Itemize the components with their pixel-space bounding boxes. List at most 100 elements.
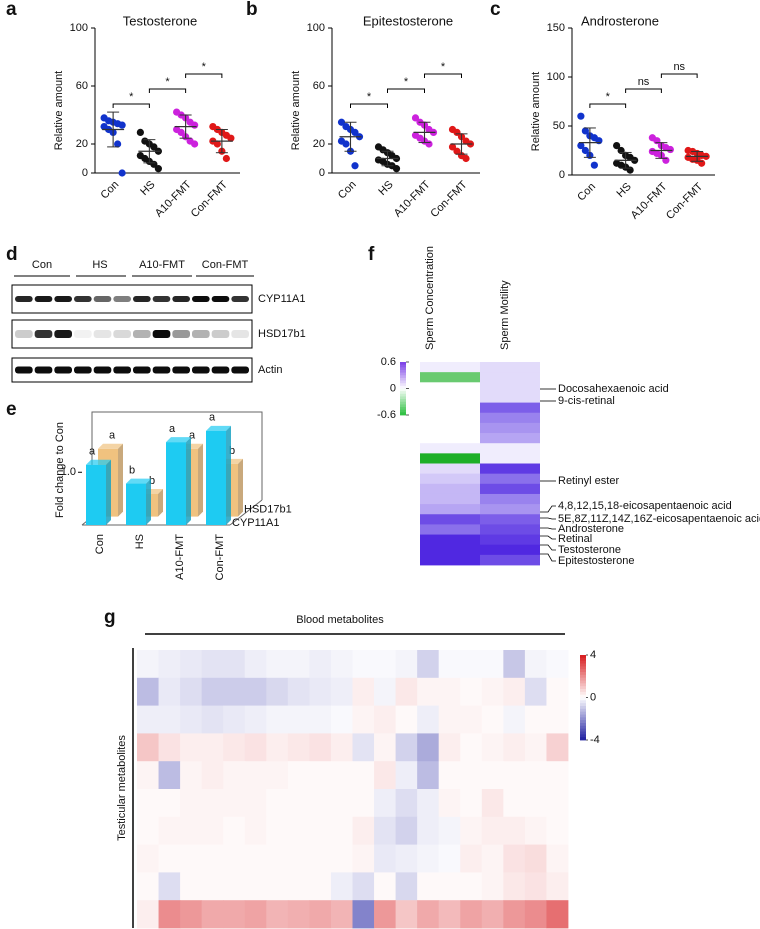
data-point — [392, 165, 401, 173]
heatmap-cell — [223, 872, 246, 901]
heatmap-cell — [417, 650, 440, 679]
annotation-leader — [540, 505, 556, 513]
data-point — [177, 128, 185, 136]
panel-label: g — [104, 607, 116, 628]
blot-band — [15, 366, 33, 374]
colorbar-cell — [400, 385, 406, 389]
data-point — [448, 143, 457, 151]
data-point — [351, 162, 359, 170]
colorbar-cell — [580, 723, 586, 727]
chart-title: Epitestosterone — [363, 13, 453, 28]
heatmap-cell — [374, 650, 396, 679]
heatmap-cell — [137, 761, 159, 790]
heatmap-cell — [460, 900, 483, 929]
heatmap-cell — [524, 844, 547, 873]
heatmap-cell — [524, 733, 547, 762]
heatmap-cell — [223, 677, 246, 706]
bar-side — [226, 425, 231, 525]
heatmap-cell — [352, 650, 375, 679]
heatmap-cell — [137, 705, 159, 734]
x-tick-label: A10-FMT — [629, 180, 670, 221]
data-point — [118, 121, 126, 129]
heatmap-cell — [352, 677, 375, 706]
y-tick-label: 0 — [82, 167, 88, 179]
heatmap-cell — [374, 733, 396, 762]
colorbar-cell — [580, 672, 586, 676]
data-point — [227, 134, 235, 142]
data-point — [191, 121, 199, 129]
colorbar-cell — [400, 393, 406, 397]
heatmap-cell — [480, 473, 540, 485]
heatmap-cell — [417, 705, 440, 734]
heatmap-cell — [244, 761, 267, 790]
panel-label: c — [490, 0, 501, 20]
heatmap-cell — [266, 816, 289, 845]
blot-band — [93, 366, 112, 374]
heatmap-cell — [330, 872, 353, 901]
colorbar-cell — [580, 666, 586, 670]
heatmap-cell — [460, 872, 483, 901]
heatmap-cell — [244, 705, 267, 734]
y-tick-label: 0 — [319, 167, 325, 179]
row-annotation: 4,8,12,15,18-eicosapentaenoic acid — [558, 500, 732, 512]
data-point — [453, 147, 461, 155]
heatmap-cell — [374, 844, 396, 873]
heatmap-cell — [480, 402, 540, 414]
row-annotation: Testosterone — [558, 544, 621, 556]
y-tick-label: 20 — [313, 138, 325, 150]
row-annotation: Androsterone — [558, 523, 624, 535]
significance-bracket — [589, 103, 627, 108]
heatmap-cell — [481, 761, 504, 790]
heatmap-cell — [374, 816, 396, 845]
bar-top — [98, 443, 123, 449]
heatmap-cell — [137, 650, 159, 679]
panel-label: e — [6, 399, 17, 420]
heatmap-cell — [158, 816, 181, 845]
data-point — [411, 114, 420, 122]
x-tick-label: HS — [134, 534, 146, 549]
heatmap-cell — [330, 705, 353, 734]
heatmap-cell — [374, 789, 396, 818]
y-tick-label: 100 — [307, 22, 325, 34]
row-annotation: Docosahexaenoic acid — [558, 383, 669, 395]
heatmap-cell — [524, 705, 547, 734]
colorbar-cell — [400, 407, 406, 411]
heatmap-cell — [480, 412, 540, 424]
data-point — [626, 166, 634, 174]
data-point — [351, 128, 359, 136]
bar-side — [238, 458, 243, 517]
annotation-leader — [540, 553, 556, 562]
data-point — [114, 140, 122, 148]
heatmap-cell — [201, 872, 224, 901]
heatmap-cell — [244, 677, 267, 706]
heatmap-cell — [244, 733, 267, 762]
heatmap-cell — [417, 677, 440, 706]
row-annotation: Epitestosterone — [558, 555, 634, 567]
data-point — [698, 159, 706, 167]
colorbar-tick-label: -0.6 — [377, 409, 396, 421]
significance-label: * — [404, 76, 409, 88]
heatmap-cell — [480, 382, 540, 393]
heatmap-cell — [524, 677, 547, 706]
colorbar-cell — [580, 700, 586, 704]
group-label: Con — [32, 259, 52, 271]
heatmap-cell — [137, 789, 159, 818]
heatmap-cell — [309, 900, 332, 929]
heatmap-cell — [309, 872, 332, 901]
blot-band — [74, 330, 92, 338]
heatmap-cell — [546, 844, 569, 873]
heatmap-cell — [420, 382, 480, 393]
heatmap-cell — [417, 872, 440, 901]
heatmap-cell — [266, 650, 289, 679]
heatmap-cell — [137, 677, 159, 706]
colorbar-cell — [580, 660, 586, 664]
heatmap-cell — [460, 705, 483, 734]
heatmap-cell — [266, 844, 289, 873]
colorbar-cell — [580, 697, 586, 701]
heatmap-cell — [546, 816, 569, 845]
data-point — [662, 156, 670, 164]
western-blot: Con HS A10-FMT Con-FMT CYP11A1 HSD17b1 A… — [11, 259, 306, 383]
colorbar-cell — [580, 711, 586, 715]
heatmap-cell — [524, 789, 547, 818]
bar-side — [198, 443, 203, 517]
